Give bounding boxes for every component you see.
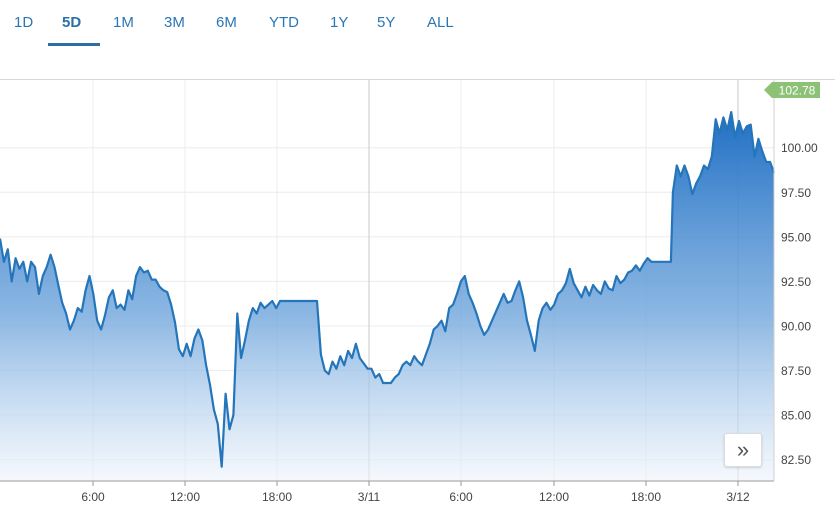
y-axis-ticks: 100.00 97.50 95.00 92.50 90.00 87.50 85.00 82.5… xyxy=(781,141,818,467)
last-price-label: 102.78 xyxy=(779,84,816,98)
y-tick-label: 82.50 xyxy=(781,453,811,467)
tab-6m[interactable]: 6M xyxy=(216,14,237,31)
y-tick-label: 87.50 xyxy=(781,364,811,378)
tab-1d[interactable]: 1D xyxy=(14,14,34,31)
tab-1m[interactable]: 1M xyxy=(113,14,134,31)
divider xyxy=(0,79,835,80)
y-tick-label: 85.00 xyxy=(781,409,811,423)
x-tick-label: 12:00 xyxy=(539,490,569,504)
x-tick-label: 3/12 xyxy=(726,490,750,504)
tab-all[interactable]: ALL xyxy=(427,14,454,31)
y-tick-label: 90.00 xyxy=(781,319,811,333)
x-tick-label: 6:00 xyxy=(81,490,105,504)
double-chevron-right-icon: » xyxy=(736,437,750,462)
tab-5d[interactable]: 5D xyxy=(62,14,82,31)
price-line xyxy=(0,111,776,468)
tab-1y[interactable]: 1Y xyxy=(330,14,349,31)
tab-5y[interactable]: 5Y xyxy=(377,14,396,31)
scroll-forward-button[interactable]: » xyxy=(724,433,762,467)
y-tick-label: 95.00 xyxy=(781,230,811,244)
range-tabs: 1D 5D 1M 3M 6M YTD 1Y 5Y ALL xyxy=(0,0,835,48)
x-tick-label: 12:00 xyxy=(170,490,200,504)
x-axis-ticks: 6:00 12:00 18:00 3/11 6:00 12:00 18:00 3/12 xyxy=(81,481,750,504)
y-tick-label: 97.50 xyxy=(781,186,811,200)
x-tick-label: 18:00 xyxy=(631,490,661,504)
x-tick-label: 18:00 xyxy=(262,490,292,504)
x-tick-label: 3/11 xyxy=(358,490,381,504)
tab-3m[interactable]: 3M xyxy=(164,14,185,31)
y-tick-label: 92.50 xyxy=(781,275,811,289)
last-price-badge: 102.78 xyxy=(764,82,820,98)
price-area xyxy=(0,112,774,481)
y-tick-label: 100.00 xyxy=(781,141,818,155)
price-chart: 100.00 97.50 95.00 92.50 90.00 87.50 85.00 82.5… xyxy=(0,80,820,504)
tab-ytd[interactable]: YTD xyxy=(269,14,299,31)
active-tab-indicator xyxy=(48,43,100,46)
x-tick-label: 6:00 xyxy=(449,490,473,504)
